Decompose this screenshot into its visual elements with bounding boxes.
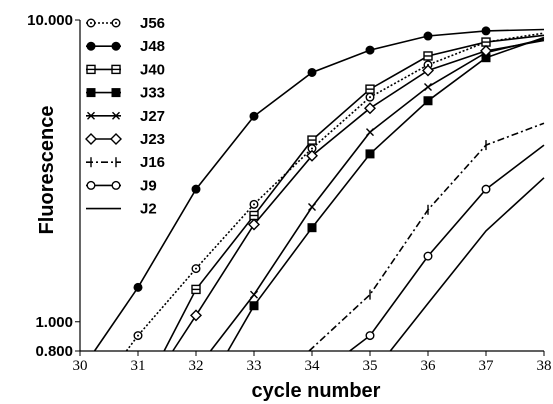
x-tick-label: 38 — [537, 358, 552, 374]
legend-marker-j27 — [87, 111, 95, 120]
series-line-j16 — [308, 122, 545, 352]
x-tick-label: 34 — [305, 358, 321, 374]
data-point-j40 — [423, 51, 433, 61]
data-point-j48 — [365, 45, 375, 55]
legend: J56 J48 J40 J33 J27 J23 J16 J9 J2 — [85, 15, 165, 218]
data-point-j56 — [191, 264, 201, 274]
data-point-j33 — [481, 53, 491, 63]
legend-item-j56: J56 — [86, 15, 165, 32]
data-point-j56 — [365, 92, 375, 102]
data-point-j27 — [308, 203, 316, 212]
series-line-j2 — [389, 177, 545, 352]
data-point-j33 — [249, 301, 259, 311]
data-point-j9 — [481, 184, 491, 194]
data-point-j27 — [424, 82, 432, 91]
data-point-j33 — [307, 223, 317, 233]
x-tick-label: 33 — [247, 358, 262, 374]
data-point-j33 — [423, 96, 433, 106]
legend-item-j9: J9 — [86, 177, 157, 194]
data-point-j23 — [190, 309, 202, 322]
legend-marker-j48 — [111, 41, 121, 51]
data-point-j40 — [191, 284, 201, 295]
legend-marker-j56 — [86, 18, 96, 28]
data-point-j9 — [365, 331, 375, 341]
y-axis-title: Fluorescence — [36, 106, 58, 235]
data-point-j40 — [365, 84, 375, 94]
legend-marker-j23 — [85, 133, 97, 145]
data-point-j48 — [481, 26, 491, 36]
legend-marker-j33 — [86, 88, 96, 98]
legend-item-j48: J48 — [86, 38, 165, 55]
legend-label-j23: J23 — [140, 131, 165, 148]
data-point-j23 — [480, 44, 492, 57]
legend-label-j48: J48 — [140, 38, 165, 55]
data-point-j56 — [133, 331, 143, 341]
legend-marker-j33 — [111, 88, 121, 98]
x-tick-label: 36 — [421, 358, 437, 374]
data-point-j48 — [191, 184, 201, 194]
data-point-j56 — [249, 199, 259, 209]
legend-marker-j9 — [86, 180, 96, 190]
data-point-j40 — [249, 210, 259, 221]
legend-item-j33: J33 — [86, 85, 165, 102]
data-point-j48 — [307, 67, 317, 77]
data-point-j48 — [133, 282, 143, 292]
data-point-j23 — [422, 64, 434, 77]
series-line-j40 — [163, 34, 545, 352]
data-point-j27 — [366, 128, 374, 137]
x-axis-title: cycle number — [252, 380, 381, 402]
series-line-j33 — [227, 36, 545, 352]
legend-marker-j56 — [111, 18, 121, 28]
data-point-j27 — [250, 290, 258, 299]
data-point-j40 — [481, 37, 491, 47]
data-point-j23 — [306, 149, 318, 162]
x-tick-label: 32 — [189, 358, 204, 374]
legend-label-j2: J2 — [140, 201, 157, 218]
legend-label-j40: J40 — [140, 61, 165, 78]
legend-marker-j23 — [110, 133, 122, 145]
series-line-j23 — [172, 39, 545, 352]
legend-item-j23: J23 — [85, 131, 165, 148]
y-tick-label: 1.000 — [35, 314, 73, 331]
legend-label-j56: J56 — [140, 15, 165, 32]
x-tick-label: 30 — [73, 358, 88, 374]
legend-marker-j40 — [111, 64, 121, 75]
series-line-j56 — [125, 32, 545, 352]
data-point-j48 — [423, 31, 433, 41]
x-tick-label: 31 — [131, 358, 146, 374]
legend-item-j27: J27 — [86, 108, 165, 125]
legend-marker-j9 — [111, 180, 121, 190]
legend-item-j40: J40 — [86, 61, 165, 78]
legend-label-j9: J9 — [140, 177, 157, 194]
legend-label-j33: J33 — [140, 85, 165, 102]
x-tick-label: 35 — [363, 358, 378, 374]
axes: 30 31 32 33 34 35 36 37 38 10.000 1.000 0.800 — [27, 12, 551, 374]
data-point-j23 — [364, 102, 376, 115]
x-tick-label: 37 — [479, 358, 495, 374]
data-point-j23 — [248, 218, 260, 231]
series-line-j9 — [349, 144, 545, 352]
legend-item-j2: J2 — [86, 201, 157, 218]
legend-item-j16: J16 — [86, 154, 165, 171]
legend-marker-j40 — [86, 64, 96, 75]
data-point-j33 — [365, 149, 375, 159]
data-point-j48 — [249, 111, 259, 121]
plot-lines — [93, 26, 545, 352]
data-point-j40 — [307, 135, 317, 145]
legend-marker-j27 — [112, 111, 120, 120]
y-tick-label: 10.000 — [27, 12, 73, 29]
data-point-j9 — [423, 251, 433, 261]
legend-marker-j48 — [86, 41, 96, 51]
legend-label-j16: J16 — [140, 154, 165, 171]
y-tick-label: 0.800 — [35, 343, 73, 360]
legend-label-j27: J27 — [140, 108, 165, 125]
